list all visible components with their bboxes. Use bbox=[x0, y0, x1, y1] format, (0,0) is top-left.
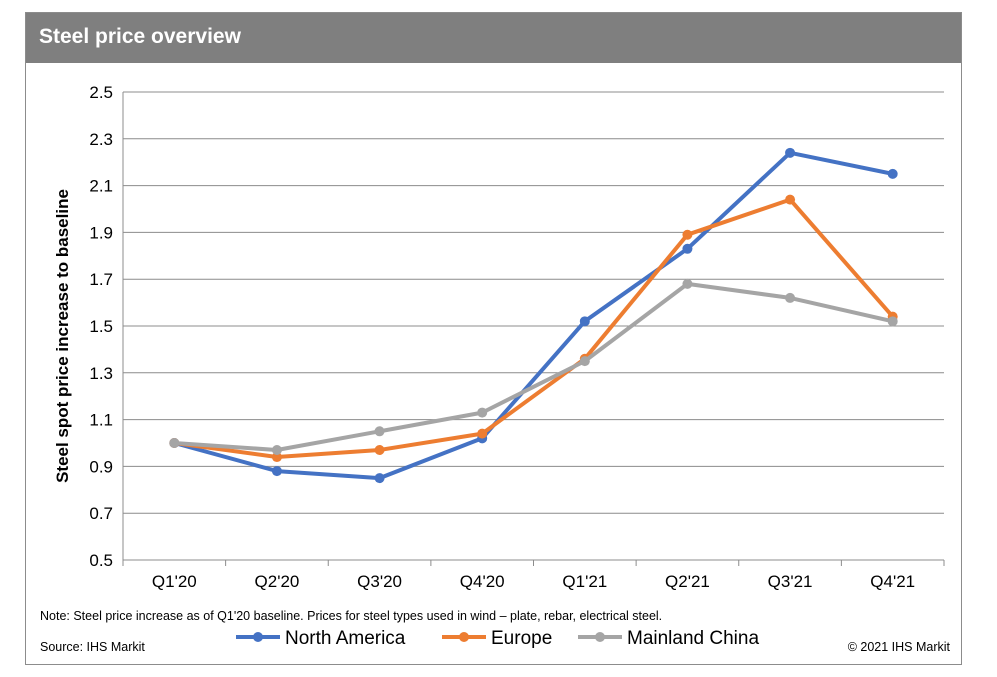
legend-label: Mainland China bbox=[627, 628, 759, 649]
legend-label: Europe bbox=[491, 628, 552, 649]
y-axis-title: Steel spot price increase to baseline bbox=[53, 189, 72, 483]
data-point bbox=[682, 243, 693, 254]
data-point bbox=[477, 407, 488, 418]
y-tick-label: 2.1 bbox=[89, 177, 113, 196]
data-point bbox=[785, 147, 796, 158]
x-tick-label: Q4'21 bbox=[870, 572, 915, 591]
series-line bbox=[174, 197, 895, 459]
data-point bbox=[477, 428, 488, 439]
y-tick-label: 0.9 bbox=[89, 457, 113, 476]
y-tick-label: 1.9 bbox=[89, 223, 113, 242]
data-point bbox=[271, 445, 282, 456]
chart-note: Note: Steel price increase as of Q1'20 b… bbox=[40, 609, 663, 623]
data-point bbox=[579, 316, 590, 327]
y-tick-label: 1.5 bbox=[89, 317, 113, 336]
data-point bbox=[169, 438, 180, 448]
chart-copyright: © 2021 IHS Markit bbox=[847, 640, 950, 654]
series-line bbox=[174, 281, 894, 452]
data-point bbox=[374, 426, 385, 437]
x-tick-label: Q1'21 bbox=[562, 572, 607, 591]
series-line bbox=[173, 150, 894, 481]
data-point bbox=[271, 466, 282, 477]
chart-title: Steel price overview bbox=[39, 25, 241, 48]
data-point bbox=[374, 473, 385, 484]
y-tick-label: 2.5 bbox=[89, 83, 113, 102]
y-tick-label: 2.3 bbox=[89, 130, 113, 149]
y-tick-label: 0.5 bbox=[89, 551, 113, 570]
y-tick-label: 0.7 bbox=[89, 504, 113, 523]
x-tick-label: Q4'20 bbox=[460, 572, 505, 591]
y-tick-label: 1.7 bbox=[89, 270, 113, 289]
legend-marker bbox=[253, 632, 263, 642]
chart-frame: Steel price overview Note: Steel price i… bbox=[25, 12, 962, 665]
y-tick-label: 1.3 bbox=[89, 364, 113, 383]
y-tick-label: 1.1 bbox=[89, 411, 113, 430]
legend-marker bbox=[459, 632, 469, 642]
title-bar: Steel price overview bbox=[26, 13, 961, 63]
legend-label: North America bbox=[285, 628, 406, 649]
x-tick-label: Q2'20 bbox=[255, 572, 300, 591]
legend-marker bbox=[595, 632, 605, 642]
data-point bbox=[579, 356, 590, 367]
chart-source: Source: IHS Markit bbox=[40, 640, 145, 654]
data-point bbox=[682, 229, 693, 240]
data-point bbox=[887, 316, 898, 327]
x-tick-label: Q1'20 bbox=[152, 572, 197, 591]
x-tick-label: Q3'20 bbox=[357, 572, 402, 591]
data-point bbox=[785, 292, 796, 303]
data-point bbox=[374, 445, 385, 456]
x-tick-label: Q2'21 bbox=[665, 572, 710, 591]
data-point bbox=[887, 168, 898, 179]
data-point bbox=[271, 452, 282, 463]
data-point bbox=[682, 278, 693, 289]
x-tick-label: Q3'21 bbox=[768, 572, 813, 591]
data-point bbox=[785, 194, 796, 205]
